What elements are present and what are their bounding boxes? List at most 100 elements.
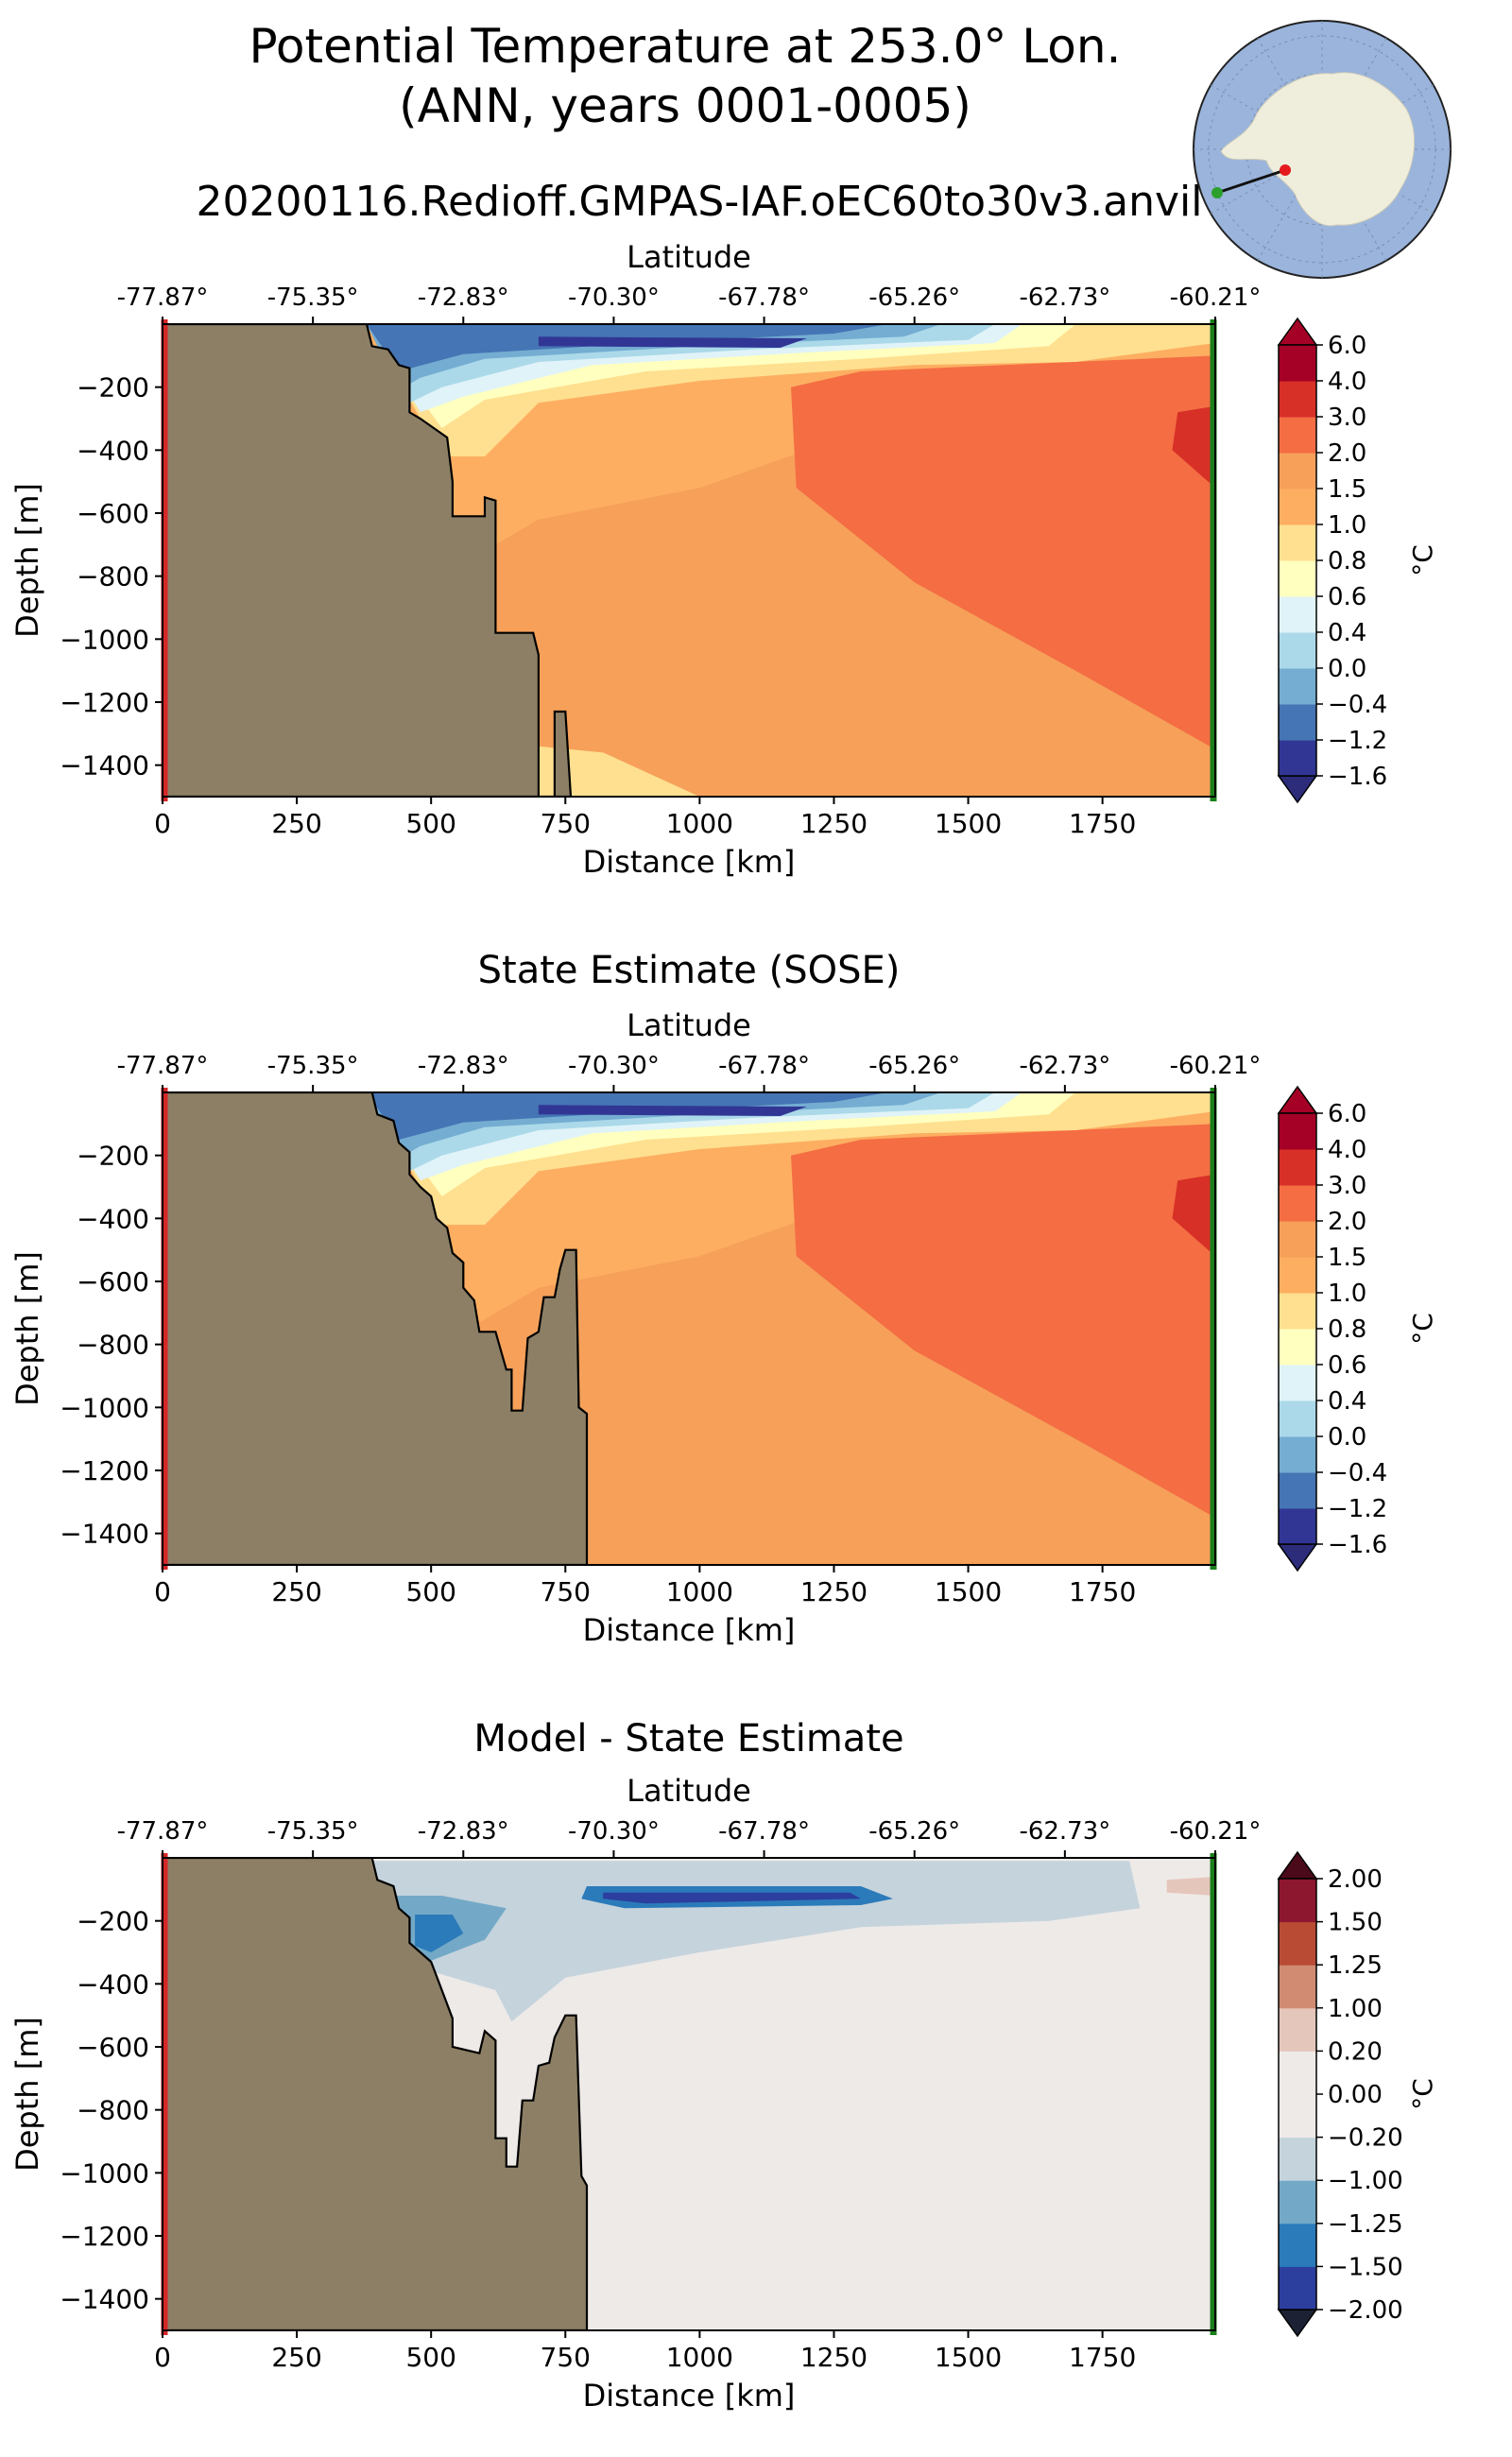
x-tick-label: 0 bbox=[154, 2342, 171, 2373]
y-axis-label: Depth [m] bbox=[9, 1251, 45, 1406]
colorbar-tick-label: −1.6 bbox=[1328, 763, 1387, 791]
colorbar-segment bbox=[1279, 1329, 1316, 1366]
colorbar-tick-label: 0.0 bbox=[1328, 1423, 1366, 1452]
colorbar-segment bbox=[1279, 596, 1316, 633]
colorbar-segment bbox=[1279, 1113, 1316, 1150]
colorbar: −1.6 −1.2 −0.4 0.0 0.4 0.6 0.8 1.0 1.5 2.0 3.0 4.0 6… bbox=[1277, 1085, 1438, 1572]
colorbar-tick-label: 4.0 bbox=[1328, 1136, 1366, 1164]
colorbar-segment bbox=[1279, 2223, 1316, 2267]
y-tick-label: −800 bbox=[77, 561, 149, 593]
colorbar-tick-label: 6.0 bbox=[1328, 1100, 1366, 1128]
colorbar-tick-label: 2.0 bbox=[1328, 1208, 1366, 1236]
y-tick-label: −1400 bbox=[60, 2284, 149, 2315]
lat-tick-label: -70.30° bbox=[568, 1817, 660, 1846]
colorbar-tick-label: −0.4 bbox=[1328, 1459, 1387, 1487]
colorbar-segment bbox=[1279, 381, 1316, 418]
colorbar-tick-label: 2.00 bbox=[1328, 1865, 1383, 1894]
lat-tick-label: -75.35° bbox=[267, 284, 359, 312]
colorbar-tick-label: −0.20 bbox=[1328, 2124, 1403, 2153]
y-tick-label: −800 bbox=[77, 1330, 149, 1361]
x-tick-label: 1000 bbox=[666, 1576, 733, 1607]
x-axis-label: Distance [km] bbox=[583, 2378, 796, 2414]
lat-tick-label: -60.21° bbox=[1170, 1052, 1262, 1080]
colorbar-segment bbox=[1279, 453, 1316, 490]
y-tick-label: −200 bbox=[77, 1906, 149, 1937]
colorbar-segment bbox=[1279, 740, 1316, 777]
colorbar-extend-max bbox=[1277, 1850, 1318, 1880]
x-tick-label: 750 bbox=[541, 1576, 591, 1607]
colorbar: −2.00 −1.50 −1.25 −1.00 −0.20 0.00 0.20 1.00 1.2… bbox=[1277, 1850, 1438, 2338]
colorbar-tick-label: 1.5 bbox=[1328, 1244, 1366, 1272]
x-tick-label: 1500 bbox=[935, 2342, 1002, 2373]
colorbar-segment bbox=[1279, 1293, 1316, 1330]
colorbar-segment bbox=[1279, 417, 1316, 454]
antarctica-inset-map-icon bbox=[1193, 20, 1452, 279]
y-tick-label: −400 bbox=[77, 1203, 149, 1234]
top-axis-label: Latitude bbox=[627, 1773, 751, 1809]
colorbar-segment bbox=[1279, 2007, 1316, 2052]
colorbar-tick-label: 0.20 bbox=[1328, 2037, 1383, 2066]
colorbar-segment bbox=[1279, 2094, 1316, 2139]
colorbar-segment bbox=[1279, 1879, 1316, 1923]
x-tick-label: 1500 bbox=[935, 1576, 1002, 1607]
x-tick-label: 1750 bbox=[1069, 2342, 1136, 2373]
contour-band-neg1.6-neg1.2 bbox=[538, 336, 807, 348]
contour-field bbox=[163, 1092, 1215, 1565]
colorbar-tick-label: 0.8 bbox=[1328, 547, 1366, 576]
top-axis-label: Latitude bbox=[627, 1007, 751, 1043]
colorbar-tick-label: 1.0 bbox=[1328, 1280, 1366, 1308]
x-tick-label: 1750 bbox=[1069, 1576, 1136, 1607]
colorbar-tick-label: −1.6 bbox=[1328, 1531, 1387, 1559]
lat-tick-label: -62.73° bbox=[1019, 1817, 1110, 1846]
x-tick-label: 500 bbox=[405, 1576, 455, 1607]
colorbar-tick-label: −1.2 bbox=[1328, 727, 1387, 755]
x-tick-label: 1000 bbox=[666, 2342, 733, 2373]
colorbar-segment bbox=[1279, 1257, 1316, 1294]
y-tick-label: −1000 bbox=[60, 1392, 149, 1423]
colorbar-tick-label: −0.4 bbox=[1328, 691, 1387, 719]
colorbar-tick-label: 1.25 bbox=[1328, 1951, 1383, 1980]
colorbar-tick-label: 1.00 bbox=[1328, 1995, 1383, 2023]
panel-2: State Estimate (SOSE) Latitude 0 250 500 750 1… bbox=[9, 949, 1438, 1648]
bathymetry-land bbox=[163, 1092, 589, 1565]
contour-band-neg1.5-neg1.25 bbox=[415, 1915, 464, 1952]
x-tick-label: 1000 bbox=[666, 808, 733, 839]
colorbar-tick-label: 4.0 bbox=[1328, 368, 1366, 396]
y-tick-label: −200 bbox=[77, 372, 149, 404]
contour-field bbox=[163, 1858, 1215, 2330]
x-tick-label: 1250 bbox=[800, 2342, 868, 2373]
colorbar-tick-label: −1.50 bbox=[1328, 2253, 1403, 2281]
lat-tick-label: -72.83° bbox=[418, 284, 509, 312]
colorbar-extend-min bbox=[1277, 775, 1318, 804]
lat-tick-label: -67.78° bbox=[718, 1817, 810, 1846]
y-tick-label: −1200 bbox=[60, 1455, 149, 1486]
inset-transect-start-marker bbox=[1280, 164, 1291, 176]
colorbar-tick-label: 3.0 bbox=[1328, 404, 1366, 432]
panel-1: Latitude 0 250 500 750 1000 1250 1500 1750 Distan… bbox=[9, 239, 1438, 880]
colorbar-tick-label: −1.00 bbox=[1328, 2167, 1403, 2195]
colorbar-tick-label: −1.2 bbox=[1328, 1495, 1387, 1523]
inset-antarctica-landmass bbox=[1220, 72, 1416, 227]
x-tick-label: 1250 bbox=[800, 1576, 868, 1607]
colorbar-segment bbox=[1279, 1185, 1316, 1222]
y-tick-label: −400 bbox=[77, 435, 149, 466]
colorbar-label: °C bbox=[1407, 544, 1438, 576]
lat-tick-label: -67.78° bbox=[718, 1052, 810, 1080]
lat-tick-label: -70.30° bbox=[568, 1052, 660, 1080]
x-tick-label: 250 bbox=[271, 1576, 321, 1607]
figure-title-line1: Potential Temperature at 253.0° Lon. bbox=[249, 19, 1122, 74]
panel-title: Model - State Estimate bbox=[473, 1717, 903, 1761]
colorbar-tick-label: 0.8 bbox=[1328, 1315, 1366, 1344]
colorbar-tick-label: −2.00 bbox=[1328, 2296, 1403, 2325]
x-tick-label: 0 bbox=[154, 1576, 171, 1607]
x-tick-label: 750 bbox=[541, 808, 591, 839]
top-axis-label: Latitude bbox=[627, 239, 751, 275]
colorbar-segment bbox=[1279, 2051, 1316, 2095]
colorbar-tick-label: 1.50 bbox=[1328, 1909, 1383, 1937]
lat-tick-label: -77.87° bbox=[117, 284, 209, 312]
contour-field bbox=[163, 324, 1215, 797]
colorbar-segment bbox=[1279, 704, 1316, 741]
x-tick-label: 0 bbox=[154, 808, 171, 839]
y-tick-label: −1200 bbox=[60, 2221, 149, 2252]
